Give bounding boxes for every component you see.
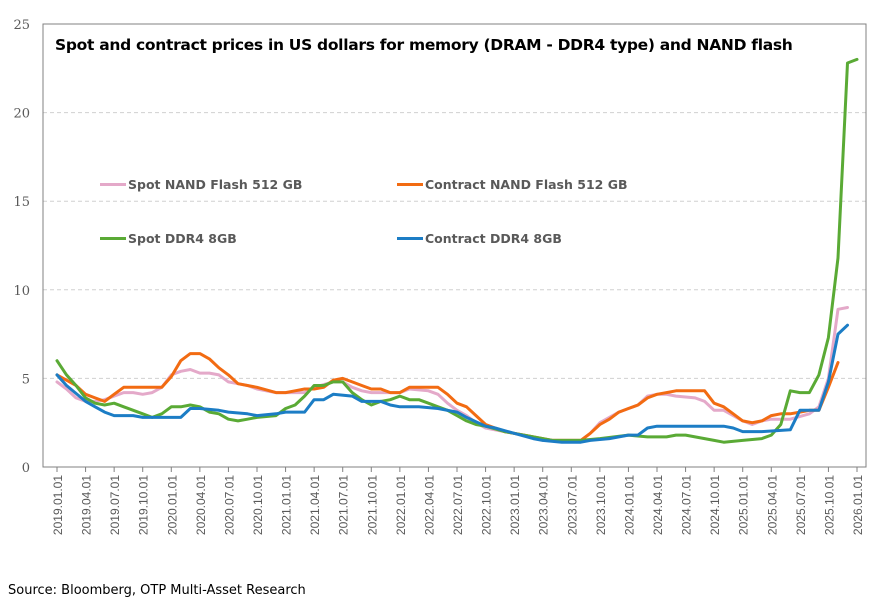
x-tick-label: 2024.07.01: [680, 475, 694, 535]
y-tick-label: 20: [13, 107, 30, 122]
legend-swatch: [397, 183, 423, 186]
x-tick-label: 2024.01.01: [622, 475, 636, 535]
legend-label: Contract DDR4 8GB: [425, 231, 562, 246]
x-tick-label: 2019.10.01: [137, 475, 151, 535]
legend-item-contract-nand: Contract NAND Flash 512 GB: [397, 177, 627, 192]
legend-swatch: [100, 237, 126, 240]
x-tick-label: 2019.04.01: [80, 475, 94, 535]
x-tick-label: 2020.10.01: [251, 475, 265, 535]
series-line-contract-nand-flash-512-gb: [55, 352, 840, 442]
legend-item-contract-ddr4: Contract DDR4 8GB: [397, 231, 562, 246]
x-tick-label: 2026.01.01: [851, 475, 865, 535]
legend-label: Contract NAND Flash 512 GB: [425, 177, 628, 192]
x-tick-label: 2025.04.01: [765, 475, 779, 535]
x-tick-label: 2025.01.01: [737, 475, 751, 535]
x-tick-label: 2021.04.01: [308, 475, 322, 535]
x-tick-label: 2024.04.01: [651, 475, 665, 535]
legend-item-spot-nand: Spot NAND Flash 512 GB: [100, 177, 302, 192]
x-tick-label: 2020.07.01: [222, 475, 236, 535]
x-tick-label: 2022.01.01: [394, 475, 408, 535]
x-tick-label: 2021.10.01: [365, 475, 379, 535]
source-note: Source: Bloomberg, OTP Multi-Asset Resea…: [8, 583, 306, 598]
x-tick-label: 2019.01.01: [51, 475, 65, 535]
x-tick-label: 2023.04.01: [537, 475, 551, 535]
y-tick-label: 10: [13, 284, 30, 299]
series-line-spot-ddr4-8gb: [55, 57, 859, 444]
legend-label: Spot DDR4 8GB: [128, 231, 237, 246]
series-line-contract-ddr4-8gb: [55, 323, 849, 444]
x-tick-label: 2022.10.01: [480, 475, 494, 535]
x-tick-label: 2019.07.01: [108, 475, 122, 535]
plot-area-border: [42, 23, 867, 468]
y-tick-label: 0: [22, 461, 30, 476]
y-tick-label: 25: [13, 18, 30, 33]
x-tick-label: 2022.07.01: [451, 475, 465, 535]
x-tick-label: 2021.01.01: [280, 475, 294, 535]
x-tick-label: 2025.10.01: [822, 475, 836, 535]
x-tick-label: 2025.07.01: [794, 475, 808, 535]
x-tick-label: 2020.04.01: [194, 475, 208, 535]
chart-title: Spot and contract prices in US dollars f…: [55, 36, 793, 54]
legend-swatch: [100, 183, 126, 186]
x-tick-label: 2023.10.01: [594, 475, 608, 535]
x-tick-label: 2024.10.01: [708, 475, 722, 535]
series-line-spot-nand-flash-512-gb: [55, 306, 849, 442]
legend-item-spot-ddr4: Spot DDR4 8GB: [100, 231, 237, 246]
legend-swatch: [397, 237, 423, 240]
y-tick-label: 15: [13, 195, 30, 210]
x-tick-label: 2023.07.01: [565, 475, 579, 535]
x-tick-label: 2023.01.01: [508, 475, 522, 535]
x-tick-label: 2021.07.01: [337, 475, 351, 535]
legend-label: Spot NAND Flash 512 GB: [128, 177, 303, 192]
x-tick-label: 2022.04.01: [422, 475, 436, 535]
y-tick-label: 5: [22, 372, 30, 387]
x-tick-label: 2020.01.01: [165, 475, 179, 535]
